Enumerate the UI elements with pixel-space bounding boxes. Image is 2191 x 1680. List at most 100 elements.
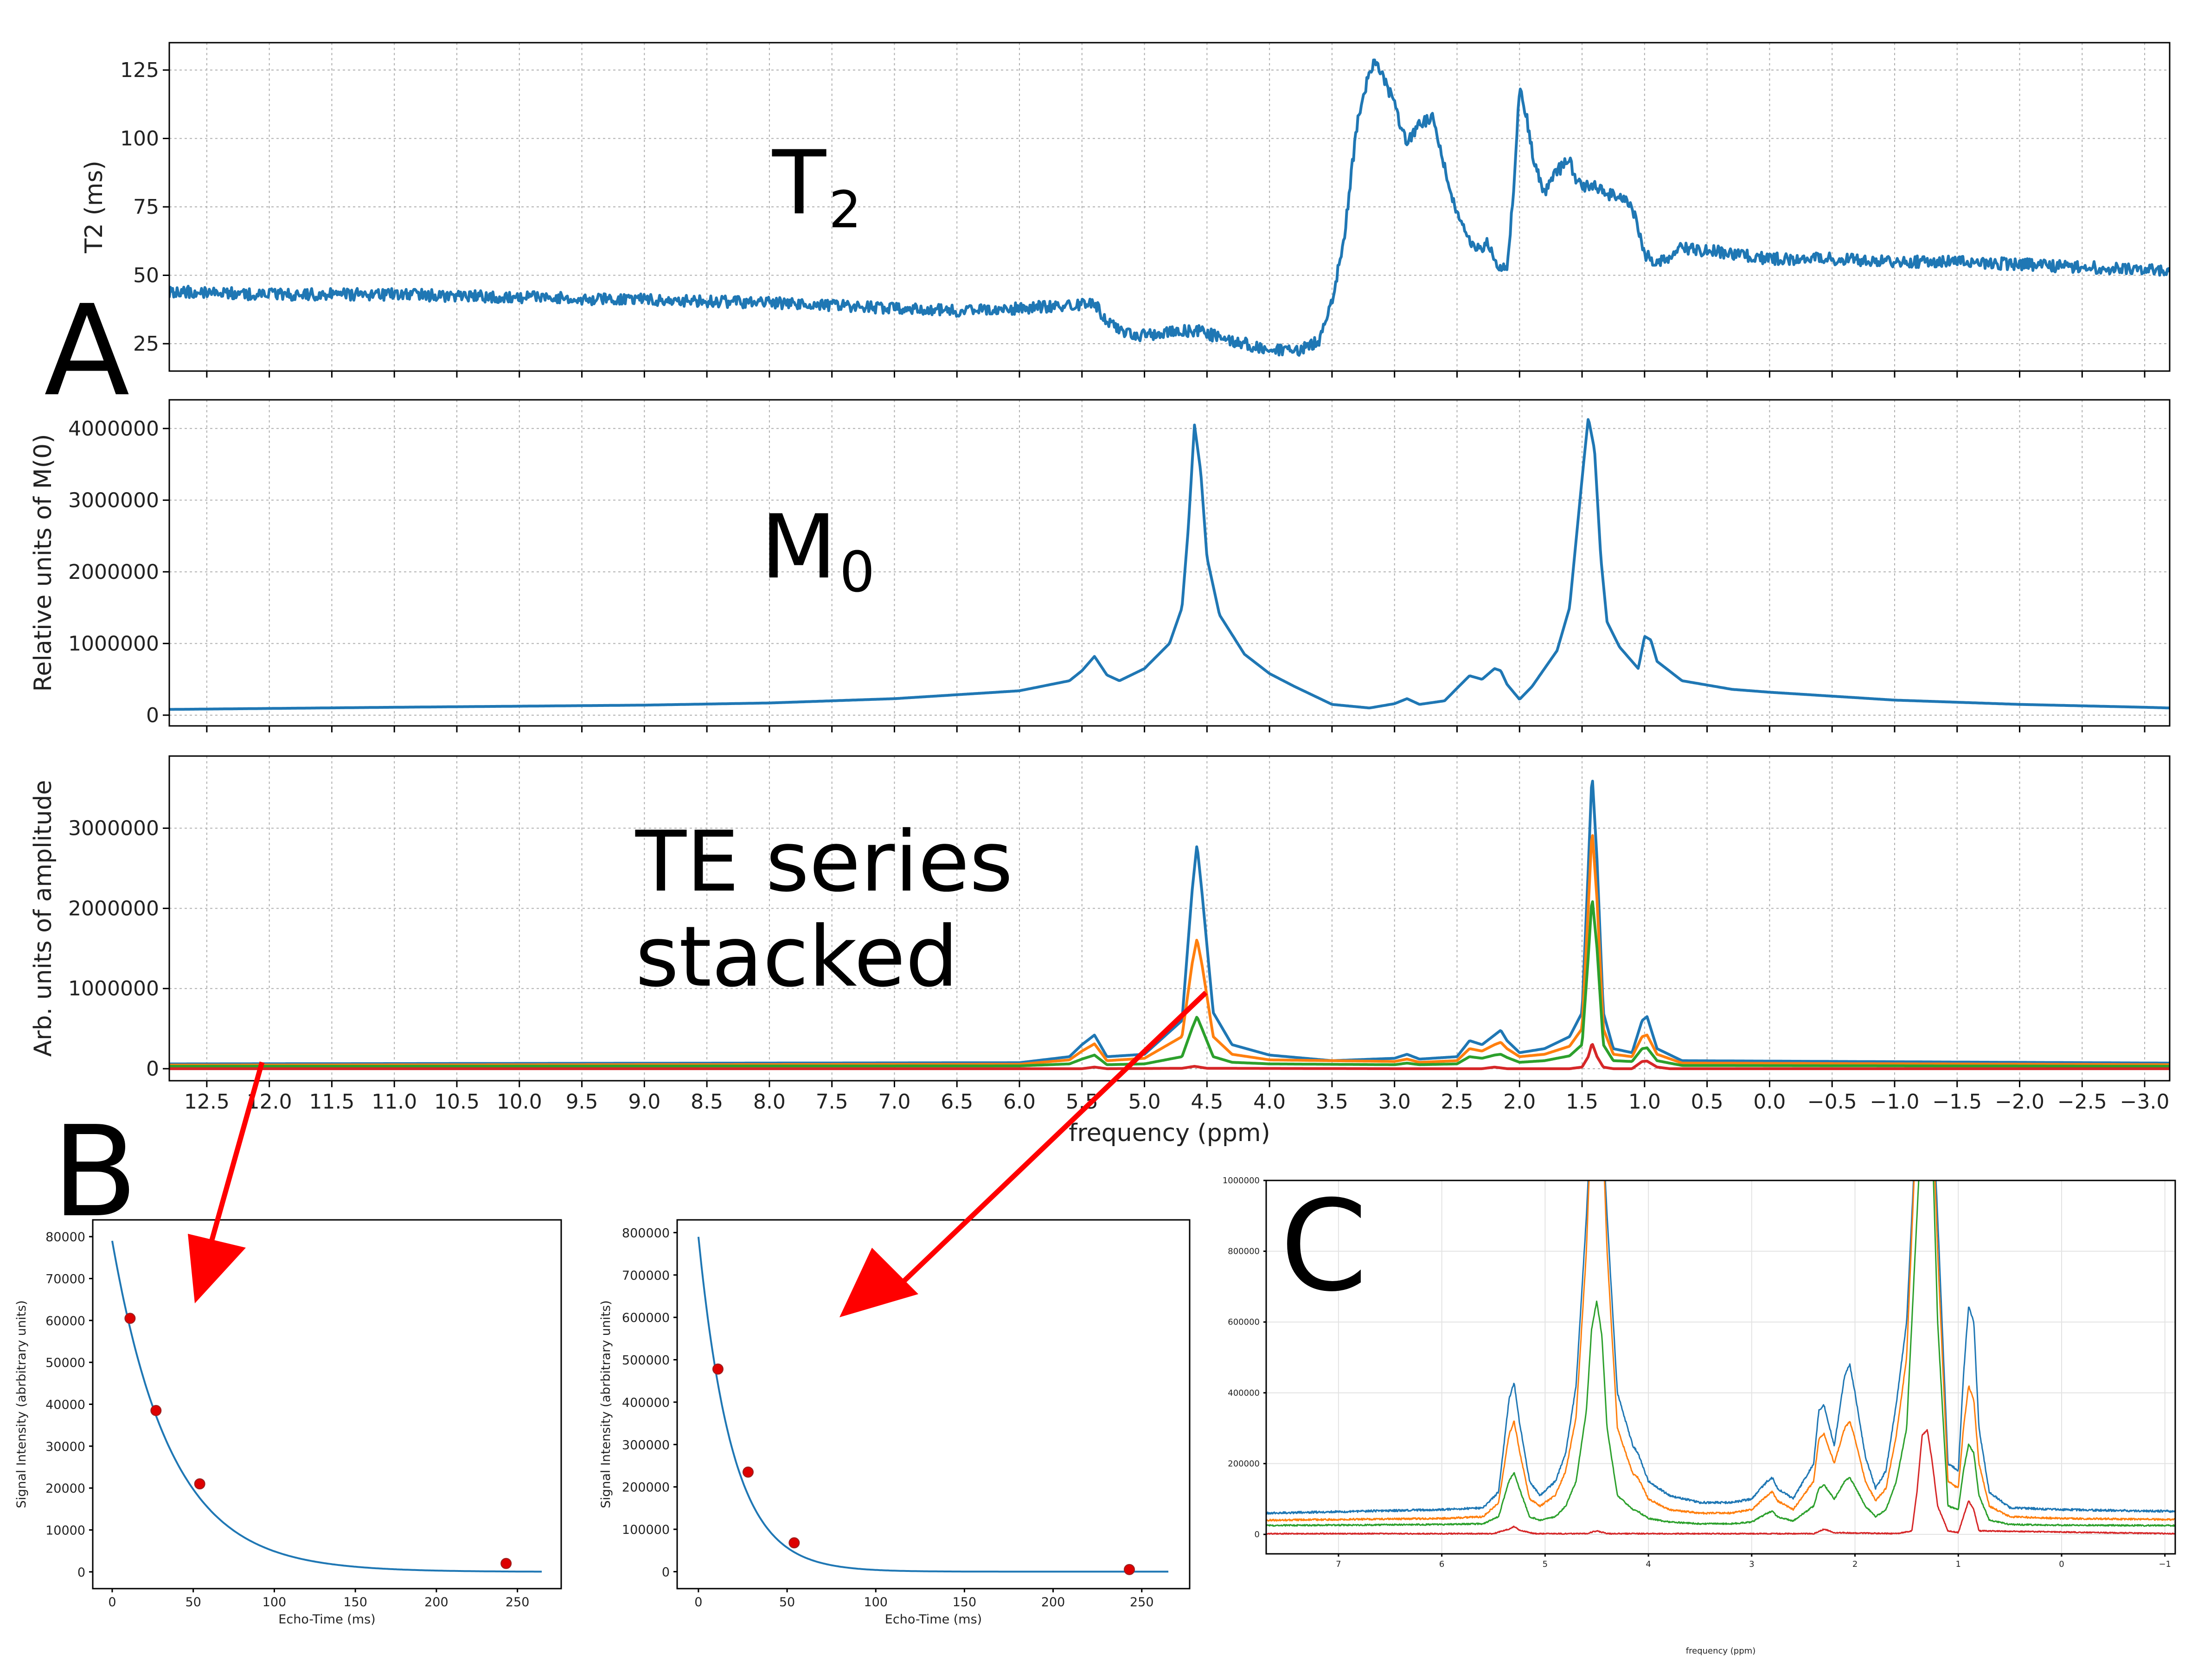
t2-annotation: T2 — [772, 132, 861, 239]
x-tick-label: 11.0 — [372, 1090, 417, 1114]
series-line — [1266, 1180, 2175, 1522]
x-tick-label: 4.5 — [1191, 1090, 1223, 1114]
x-tick-label: 2.0 — [1503, 1090, 1536, 1114]
y-axis-label: Arb. units of amplitude — [29, 780, 57, 1057]
panel-letter-b: B — [52, 1099, 138, 1245]
x-tick-label: 1 — [1956, 1559, 1961, 1569]
data-point — [712, 1363, 724, 1375]
fit-curve — [111, 1240, 542, 1573]
y-tick-label: 400000 — [1228, 1388, 1260, 1398]
y-tick-label: 100 — [120, 127, 159, 151]
x-axis-label: frequency (ppm) — [1686, 1646, 1755, 1656]
y-tick-label: 50000 — [45, 1356, 85, 1370]
series-line — [169, 1043, 2170, 1071]
plot-area — [169, 418, 2170, 711]
y-tick-label: 600000 — [1228, 1317, 1260, 1327]
axes-frame — [676, 1219, 1191, 1590]
y-tick-label: 800000 — [622, 1226, 670, 1240]
plot-area — [169, 58, 2170, 357]
y-axis-label: T2 (ms) — [80, 160, 108, 254]
x-tick-label: 10.0 — [497, 1090, 542, 1114]
x-tick-label: 50 — [185, 1595, 201, 1609]
data-point — [500, 1558, 512, 1569]
y-tick-label: 400000 — [622, 1396, 670, 1410]
y-tick-label: 25 — [133, 332, 159, 356]
series-line — [169, 780, 2170, 1065]
y-tick-label: 20000 — [45, 1481, 85, 1496]
y-tick-label: 2000000 — [68, 560, 159, 584]
y-tick-label: 125 — [120, 58, 159, 82]
y-tick-label: 40000 — [45, 1398, 85, 1412]
x-tick-label: 100 — [864, 1595, 888, 1609]
m0-annotation: M0 — [761, 496, 875, 605]
y-tick-label: 60000 — [45, 1314, 85, 1328]
plot-area — [111, 1240, 542, 1573]
data-point — [124, 1313, 136, 1324]
axes-frame — [168, 399, 2171, 727]
x-tick-label: 1.0 — [1628, 1090, 1661, 1114]
x-tick-label: 200 — [1041, 1595, 1065, 1609]
x-tick-label: 2 — [1852, 1559, 1858, 1569]
y-tick-label: 70000 — [45, 1272, 85, 1286]
x-tick-label: 9.5 — [566, 1090, 598, 1114]
arrow-to-right-decay — [839, 991, 1208, 1317]
plot-area — [1266, 1180, 2175, 1535]
x-tick-label: 0.0 — [1753, 1090, 1786, 1114]
x-tick-label: −2.0 — [1995, 1090, 2044, 1114]
x-tick-label: 250 — [1130, 1595, 1154, 1609]
y-tick-label: 200000 — [622, 1481, 670, 1495]
y-tick-label: 600000 — [622, 1311, 670, 1325]
series-line — [169, 418, 2170, 711]
data-point — [742, 1466, 754, 1478]
x-tick-label: 2.5 — [1441, 1090, 1473, 1114]
series-line — [169, 900, 2170, 1068]
y-axis-label: Relative units of M(0) — [29, 434, 57, 692]
y-tick-label: 200000 — [1228, 1459, 1260, 1468]
x-tick-label: 50 — [779, 1595, 795, 1609]
x-tick-label: 8.5 — [691, 1090, 723, 1114]
x-tick-label: 3 — [1749, 1559, 1754, 1569]
x-tick-label: 7 — [1336, 1559, 1341, 1569]
y-tick-label: 50 — [133, 264, 159, 288]
x-tick-label: 0 — [2059, 1559, 2064, 1569]
y-tick-label: 3000000 — [68, 817, 159, 840]
x-tick-label: 9.0 — [628, 1090, 660, 1114]
x-tick-label: 1.5 — [1566, 1090, 1598, 1114]
panel-a-te-series-chart: 12.5 12.0 11.5 11.0 10.5 10.0 9.5 9.0 8.5 8.0 7.5 7… — [29, 755, 2171, 1147]
y-axis-label: Signal Intensity (abrbitrary units) — [599, 1300, 613, 1508]
x-tick-label: −1.5 — [1932, 1090, 1982, 1114]
panel-c-zoom-chart: 7 6 5 4 3 2 1 0 −1 0 200000 400000 600000 800000 10000… — [1223, 1176, 2176, 1656]
series-line — [169, 58, 2170, 357]
axes-frame — [1265, 1180, 2176, 1555]
data-point — [194, 1478, 205, 1490]
x-tick-label: −2.5 — [2057, 1090, 2107, 1114]
x-tick-label: −0.5 — [1807, 1090, 1857, 1114]
y-tick-label: 0 — [662, 1565, 670, 1579]
x-tick-label: 11.5 — [309, 1090, 354, 1114]
panel-a-m0-chart: 0 1000000 2000000 3000000 4000000 Relative un… — [29, 399, 2171, 732]
arrow-to-left-decay — [188, 1061, 265, 1303]
series-line — [1266, 1429, 2175, 1535]
data-point — [150, 1405, 162, 1417]
x-axis-label: Echo-Time (ms) — [885, 1612, 982, 1627]
x-tick-label: 7.5 — [816, 1090, 848, 1114]
panel-letter-a: A — [44, 278, 130, 424]
axes-frame — [92, 1219, 562, 1590]
data-point — [788, 1537, 800, 1549]
y-tick-label: 75 — [133, 195, 159, 219]
x-tick-label: 3.5 — [1316, 1090, 1348, 1114]
plot-area — [697, 1237, 1169, 1575]
panel-b-left-decay-chart: 0 50 100 150 200 250 0 10000 20000 30000 40000 5000… — [14, 1219, 562, 1627]
x-tick-label: −1 — [2159, 1559, 2171, 1569]
panel-a-t2-chart: 25 50 75 100 125 T2 (ms) — [80, 42, 2171, 378]
y-tick-label: 0 — [1255, 1530, 1260, 1539]
x-tick-label: 100 — [263, 1595, 287, 1609]
x-tick-label: 6.5 — [941, 1090, 973, 1114]
y-tick-label: 3000000 — [68, 488, 159, 512]
y-tick-label: 300000 — [622, 1438, 670, 1452]
x-tick-label: 0 — [108, 1595, 116, 1609]
y-tick-label: 100000 — [622, 1523, 670, 1537]
x-axis-label: Echo-Time (ms) — [278, 1612, 375, 1627]
x-axis-label: frequency (ppm) — [1069, 1119, 1270, 1147]
